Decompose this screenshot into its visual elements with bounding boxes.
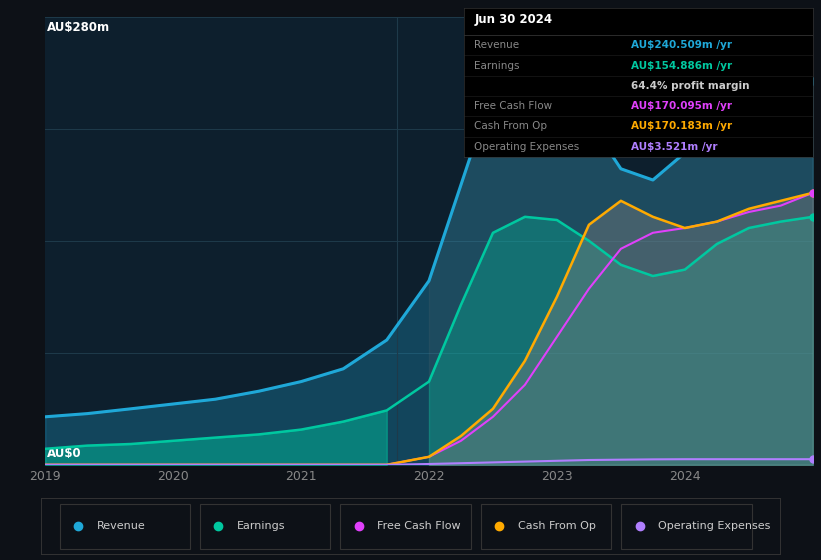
Text: AU$154.886m /yr: AU$154.886m /yr [631, 60, 732, 71]
Bar [621, 504, 752, 549]
Text: Operating Expenses: Operating Expenses [475, 142, 580, 152]
Text: Free Cash Flow: Free Cash Flow [378, 521, 461, 531]
Text: AU$280m: AU$280m [47, 21, 110, 34]
Text: AU$3.521m /yr: AU$3.521m /yr [631, 142, 718, 152]
Text: Revenue: Revenue [475, 40, 520, 50]
Text: Earnings: Earnings [237, 521, 286, 531]
Text: Cash From Op: Cash From Op [475, 122, 548, 132]
Bar [200, 504, 331, 549]
Text: Jun 30 2024: Jun 30 2024 [475, 12, 553, 26]
Text: Earnings: Earnings [475, 60, 520, 71]
Text: Operating Expenses: Operating Expenses [658, 521, 770, 531]
Text: AU$0: AU$0 [47, 447, 81, 460]
Text: AU$170.183m /yr: AU$170.183m /yr [631, 122, 732, 132]
Bar [60, 504, 190, 549]
Text: Revenue: Revenue [97, 521, 145, 531]
Text: 64.4% profit margin: 64.4% profit margin [631, 81, 750, 91]
Text: Cash From Op: Cash From Op [518, 521, 595, 531]
Text: AU$240.509m /yr: AU$240.509m /yr [631, 40, 732, 50]
Text: Free Cash Flow: Free Cash Flow [475, 101, 553, 111]
Bar [341, 504, 471, 549]
Bar [481, 504, 612, 549]
Text: AU$170.095m /yr: AU$170.095m /yr [631, 101, 732, 111]
